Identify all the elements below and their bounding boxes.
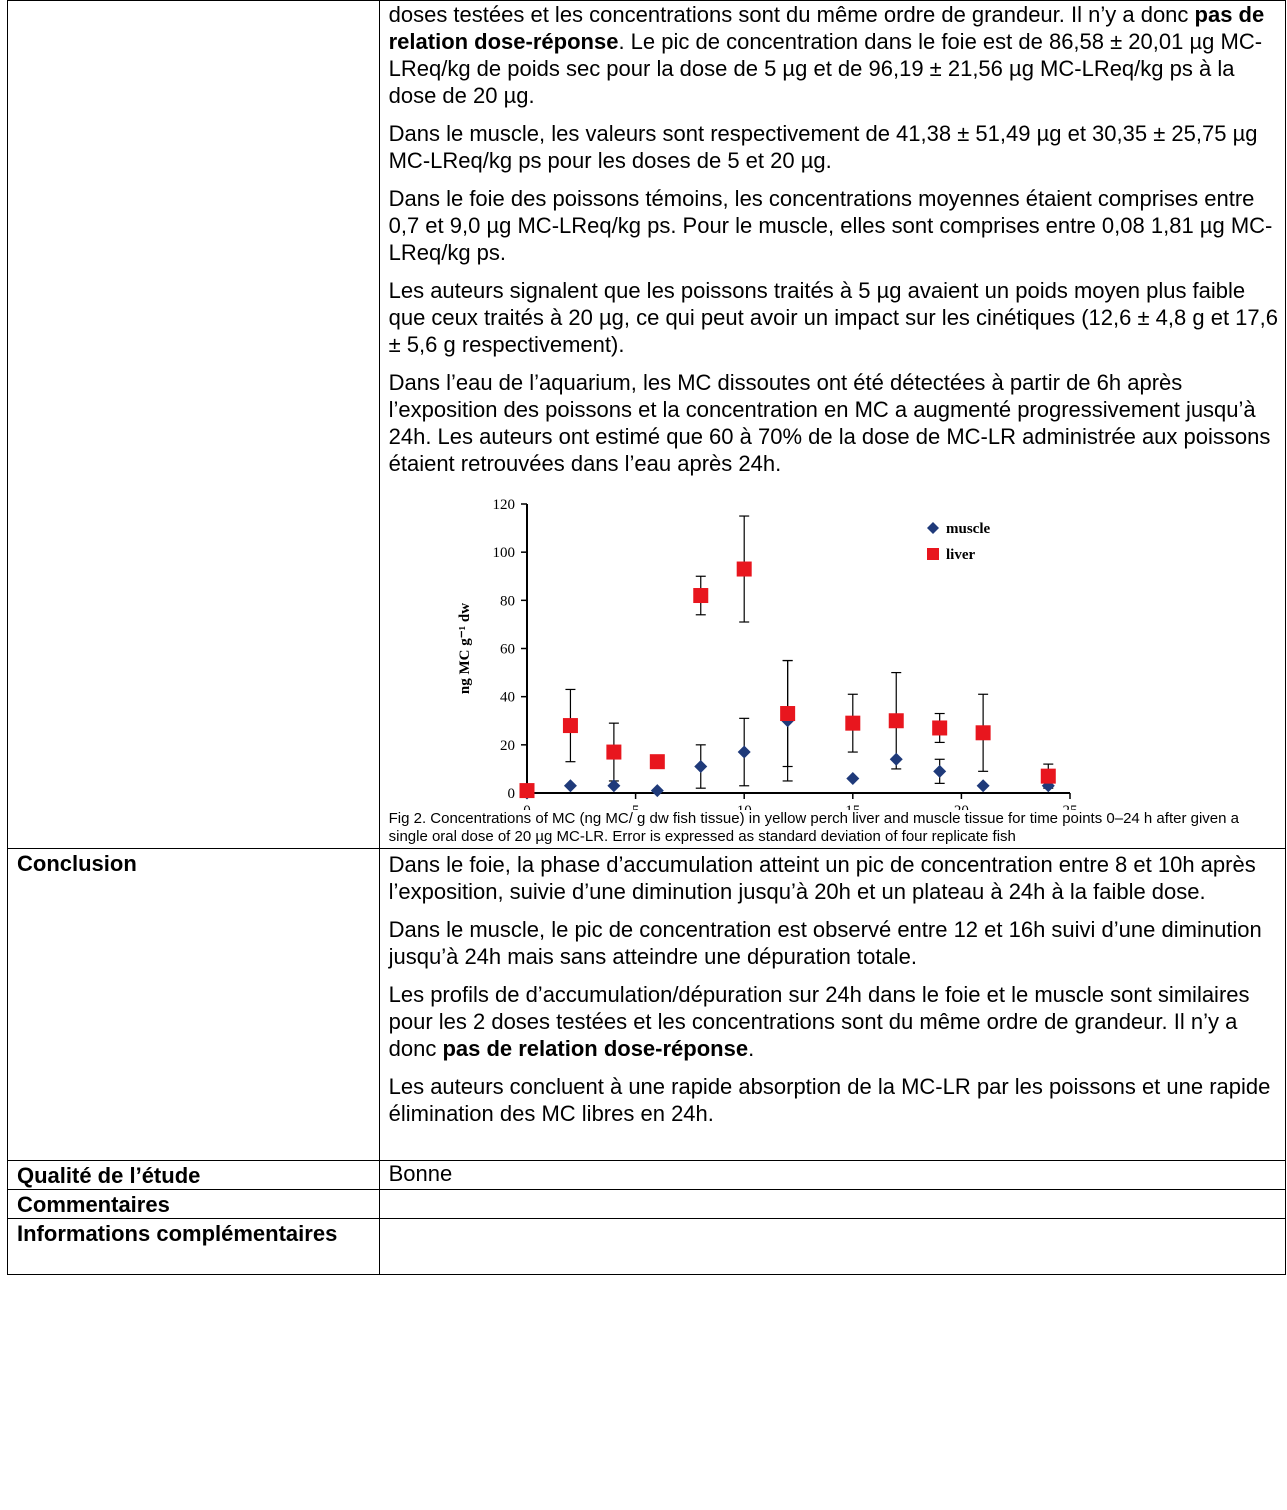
liver-point: [931, 720, 947, 736]
quality-value: Bonne: [388, 1161, 453, 1186]
info-label-cell: Informations complémentaires: [7, 1218, 380, 1275]
y-tick-label: 40: [500, 690, 515, 706]
liver-point: [779, 706, 795, 722]
liver-point: [975, 725, 991, 741]
quality-label-cell: Qualité de l’étude: [7, 1160, 380, 1190]
conclusion-p3-text-b: .: [748, 1036, 755, 1061]
muscle-point: [563, 779, 577, 793]
conclusion-paragraph-2: Dans le muscle, le pic de concentration …: [388, 917, 1262, 969]
x-tick-label: 20: [954, 803, 969, 810]
results-label-cell: [7, 0, 380, 849]
liver-point: [692, 588, 708, 604]
muscle-point: [737, 745, 751, 759]
y-tick-label: 0: [507, 786, 515, 802]
x-tick-label: 25: [1062, 803, 1077, 810]
x-tick-label: 5: [631, 803, 639, 810]
muscle-point: [606, 779, 620, 793]
liver-point: [888, 713, 904, 729]
conclusion-p3-bold: pas de relation dose-réponse: [442, 1036, 749, 1061]
x-tick-label: 15: [845, 803, 860, 810]
muscle-point: [976, 779, 990, 793]
comments-value-cell: [378, 1189, 1287, 1219]
results-row: doses testées et les concentrations sont…: [7, 0, 1287, 849]
figure-2: 0204060801001200510152025Time point (h)n…: [380, 477, 1285, 810]
liver-point: [649, 754, 665, 770]
scatter-chart: 0204060801001200510152025Time point (h)n…: [457, 497, 1078, 810]
results-paragraph-4: Les auteurs signalent que les poissons t…: [388, 278, 1278, 357]
y-tick-label: 100: [492, 545, 515, 561]
results-p1-bold: pas de relation dose-réponse: [388, 2, 1265, 54]
conclusion-label: Conclusion: [17, 851, 137, 876]
liver-point: [736, 561, 752, 577]
comments-label-cell: Commentaires: [7, 1189, 380, 1219]
y-axis-title: ng MC g⁻¹ dw: [457, 603, 473, 694]
x-tick-label: 0: [523, 803, 531, 810]
legend-label-liver: liver: [946, 547, 975, 563]
y-tick-label: 80: [500, 593, 515, 609]
muscle-point: [932, 764, 946, 778]
quality-value-cell: Bonne: [378, 1160, 1287, 1190]
results-p1-text-a: doses testées et les concentrations sont…: [388, 2, 1195, 27]
legend-marker-liver: [926, 548, 939, 560]
results-label: [8, 1, 379, 3]
comments-label: Commentaires: [17, 1192, 170, 1217]
conclusion-content-cell: Dans le foie, la phase d’accumulation at…: [378, 848, 1287, 1161]
muscle-point: [650, 784, 664, 798]
info-label: Informations complémentaires: [17, 1221, 338, 1246]
conclusion-paragraph-1: Dans le foie, la phase d’accumulation at…: [388, 852, 1256, 904]
figure-caption: Fig 2. Concentrations of MC (ng MC/ g dw…: [388, 810, 1239, 845]
liver-point: [562, 718, 578, 734]
muscle-point: [845, 772, 859, 786]
results-paragraph-1: doses testées et les concentrations sont…: [380, 1, 1285, 109]
muscle-point: [693, 760, 707, 774]
muscle-point: [889, 752, 903, 766]
quality-row: Qualité de l’étude Bonne: [7, 1160, 1287, 1190]
conclusion-p3-text-a: Les profils de d’accumulation/dépuration…: [388, 982, 1250, 1061]
liver-point: [844, 715, 860, 731]
y-tick-label: 120: [492, 497, 515, 513]
y-tick-label: 20: [500, 738, 515, 754]
y-tick-label: 60: [500, 642, 515, 658]
study-table: doses testées et les concentrations sont…: [7, 0, 1287, 1275]
conclusion-row: Conclusion Dans le foie, la phase d’accu…: [7, 848, 1287, 1161]
liver-point: [605, 744, 621, 760]
conclusion-paragraph-4: Les auteurs concluent à une rapide absor…: [388, 1074, 1271, 1126]
comments-row: Commentaires: [7, 1189, 1287, 1219]
results-paragraph-5: Dans l’eau de l’aquarium, les MC dissout…: [388, 370, 1271, 476]
quality-label: Qualité de l’étude: [17, 1163, 201, 1188]
liver-point: [519, 783, 535, 799]
liver-point: [1040, 768, 1056, 784]
conclusion-label-cell: Conclusion: [7, 848, 380, 1161]
info-value-cell: [378, 1218, 1287, 1275]
legend-label-muscle: muscle: [946, 521, 991, 537]
info-row: Informations complémentaires: [7, 1218, 1287, 1275]
results-paragraph-3: Dans le foie des poissons témoins, les c…: [388, 186, 1273, 265]
results-paragraph-2: Dans le muscle, les valeurs sont respect…: [388, 121, 1258, 173]
legend-marker-muscle: [926, 522, 939, 534]
conclusion-paragraph-3: Les profils de d’accumulation/dépuration…: [380, 981, 1285, 1062]
results-content-cell: doses testées et les concentrations sont…: [378, 0, 1287, 849]
results-p1-text-b: . Le pic de concentration dans le foie e…: [388, 29, 1263, 108]
x-tick-label: 10: [736, 803, 751, 810]
